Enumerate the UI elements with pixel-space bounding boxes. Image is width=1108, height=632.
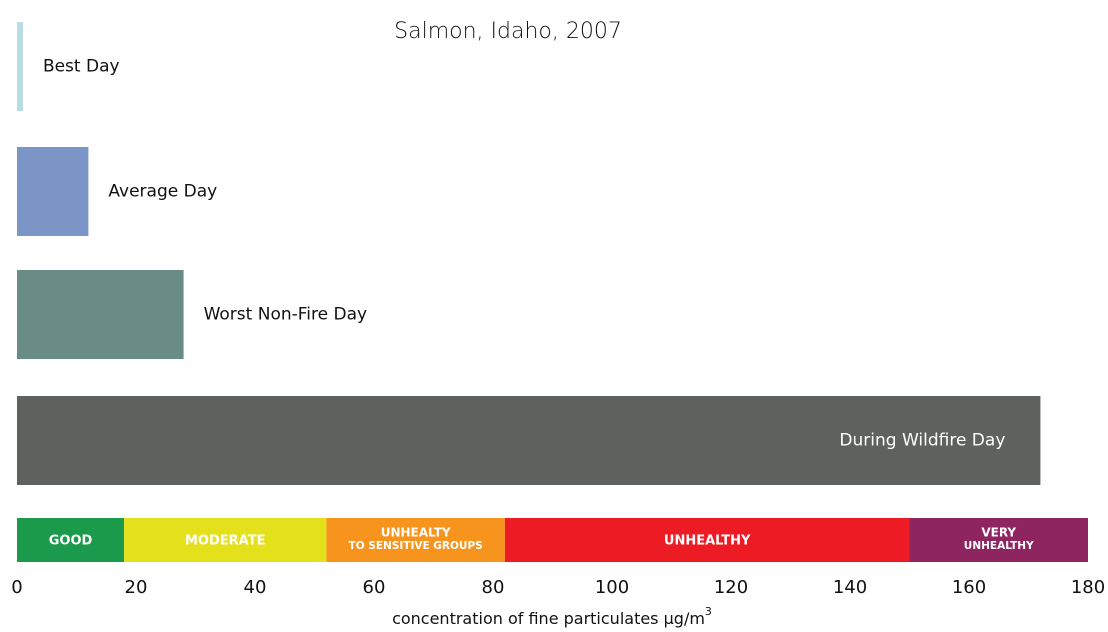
x-tick-label: 120 bbox=[714, 577, 748, 598]
aqi-band-label: MODERATE bbox=[185, 534, 265, 549]
chart-title: Salmon, Idaho, 2007 bbox=[394, 19, 622, 44]
aqi-band-label: TO SENSITIVE GROUPS bbox=[349, 540, 483, 552]
x-tick-label: 180 bbox=[1071, 577, 1105, 598]
x-axis-label-text: concentration of fine particulates µg/m bbox=[392, 609, 705, 628]
bar-label: During Wildfire Day bbox=[839, 431, 1005, 451]
chart: Salmon, Idaho, 2007 concentration of fin… bbox=[0, 0, 1108, 632]
aqi-band-label: UNHEALTHY bbox=[664, 534, 751, 549]
bar-label: Best Day bbox=[43, 57, 120, 77]
x-tick-label: 60 bbox=[363, 577, 386, 598]
x-tick-label: 140 bbox=[833, 577, 867, 598]
bar bbox=[17, 147, 88, 236]
x-tick-label: 40 bbox=[244, 577, 267, 598]
x-tick-label: 100 bbox=[595, 577, 629, 598]
bar bbox=[17, 270, 184, 359]
bar bbox=[17, 22, 23, 111]
x-tick-label: 160 bbox=[952, 577, 986, 598]
bar-label: Average Day bbox=[108, 182, 217, 202]
x-tick-label: 80 bbox=[482, 577, 505, 598]
aqi-band-label: UNHEALTHY bbox=[964, 540, 1034, 552]
bar-label: Worst Non-Fire Day bbox=[204, 305, 367, 325]
x-axis-label-superscript: 3 bbox=[705, 605, 712, 618]
x-tick-label: 0 bbox=[11, 577, 22, 598]
x-tick-label: 20 bbox=[125, 577, 148, 598]
x-axis-label: concentration of fine particulates µg/m3 bbox=[392, 605, 712, 628]
aqi-band-label: VERY bbox=[981, 526, 1016, 540]
aqi-band-label: UNHEALTY bbox=[381, 526, 451, 540]
aqi-band-label: GOOD bbox=[49, 534, 93, 549]
